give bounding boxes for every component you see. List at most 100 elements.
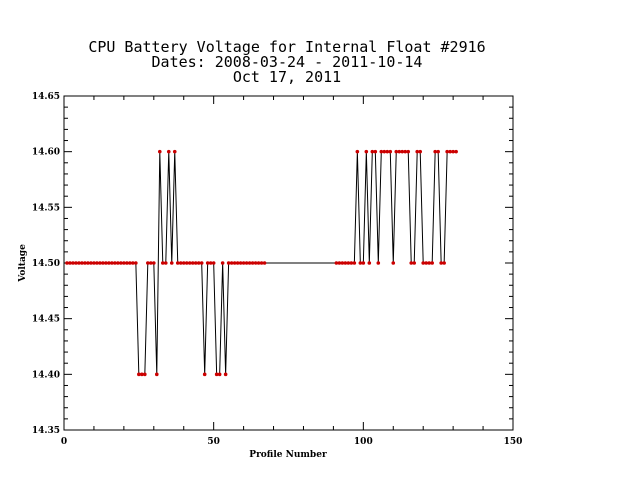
data-point	[92, 261, 96, 265]
y-tick-label: 14.35	[32, 426, 60, 436]
data-point	[202, 372, 207, 377]
data-point	[175, 261, 180, 265]
data-point	[119, 261, 123, 265]
data-point	[349, 261, 354, 265]
y-tick-label: 14.50	[32, 259, 60, 269]
data-point	[166, 149, 171, 154]
data-point	[187, 261, 192, 265]
axis-tick-labels: 0 50 100 150 14.35 14.40 14.45 14.50 14.55 14.60 1…	[32, 92, 523, 447]
data-point	[442, 261, 446, 265]
data-point	[77, 261, 81, 265]
chart-title-line-2: Dates: 2008-03-24 - 2011-10-14	[152, 53, 423, 71]
data-point	[358, 261, 363, 265]
data-point	[403, 149, 408, 154]
data-point	[244, 261, 249, 265]
data-point	[181, 261, 186, 265]
data-point	[131, 261, 135, 265]
data-point	[436, 149, 440, 154]
chart-title-line-1: CPU Battery Voltage for Internal Float #…	[88, 38, 485, 56]
data-point	[259, 261, 264, 265]
data-point	[433, 149, 437, 154]
data-point	[226, 261, 231, 265]
data-point	[334, 261, 339, 265]
data-point	[98, 261, 102, 265]
data-point	[370, 149, 375, 154]
data-point	[250, 261, 255, 265]
data-point	[235, 261, 240, 265]
data-point	[400, 149, 405, 154]
data-point	[89, 261, 93, 265]
data-point	[146, 261, 150, 265]
x-tick-label: 50	[207, 437, 220, 447]
data-point	[74, 261, 78, 265]
data-point	[253, 261, 258, 265]
y-tick-label: 14.65	[32, 92, 60, 102]
data-point	[169, 261, 174, 265]
data-point	[157, 149, 162, 154]
data-point	[71, 261, 75, 265]
data-point	[104, 261, 108, 265]
data-point	[379, 149, 384, 154]
data-point	[101, 261, 105, 265]
series-markers	[65, 149, 458, 377]
data-point	[196, 261, 201, 265]
data-point	[205, 261, 210, 265]
data-point	[184, 261, 189, 265]
axis-ticks	[63, 95, 514, 431]
data-point	[256, 261, 261, 265]
data-point	[424, 261, 428, 265]
data-point	[229, 261, 234, 265]
data-point	[406, 149, 411, 154]
data-point	[211, 261, 216, 265]
data-point	[68, 261, 72, 265]
data-point	[190, 261, 195, 265]
data-point	[367, 261, 372, 265]
data-point	[122, 261, 126, 265]
data-point	[193, 261, 198, 265]
data-point	[86, 261, 90, 265]
data-point	[427, 261, 431, 265]
data-point	[163, 261, 168, 265]
data-point	[445, 149, 449, 154]
data-point	[232, 261, 237, 265]
data-point	[217, 372, 222, 377]
data-point	[208, 261, 213, 265]
data-point	[415, 149, 420, 154]
x-tick-label: 100	[354, 437, 373, 447]
data-point	[451, 149, 455, 154]
x-tick-label: 0	[61, 437, 67, 447]
data-point	[80, 261, 84, 265]
data-point	[364, 149, 369, 154]
y-axis-label: Voltage	[18, 244, 28, 283]
chart-title-line-3: Oct 17, 2011	[233, 68, 341, 86]
data-point	[418, 149, 423, 154]
x-tick-label: 150	[504, 437, 523, 447]
data-point	[140, 372, 144, 377]
data-point	[391, 261, 396, 265]
y-tick-label: 14.55	[32, 203, 60, 213]
x-axis-label: Profile Number	[249, 450, 327, 460]
data-point	[83, 261, 87, 265]
data-point	[421, 261, 426, 265]
data-point	[149, 261, 153, 265]
data-point	[137, 372, 141, 377]
data-point	[394, 149, 399, 154]
data-point	[247, 261, 252, 265]
data-point	[346, 261, 351, 265]
data-point	[220, 261, 225, 265]
y-tick-label: 14.45	[32, 315, 60, 325]
data-point	[439, 261, 443, 265]
data-point	[152, 261, 156, 265]
data-point	[454, 149, 458, 154]
data-point	[125, 261, 129, 265]
data-point	[65, 261, 69, 265]
data-point	[178, 261, 183, 265]
data-point	[382, 149, 387, 154]
data-point	[448, 149, 452, 154]
data-point	[352, 261, 357, 265]
data-point	[361, 261, 366, 265]
data-point	[376, 261, 381, 265]
data-point	[343, 261, 348, 265]
data-point	[262, 261, 267, 265]
data-point	[355, 149, 360, 154]
